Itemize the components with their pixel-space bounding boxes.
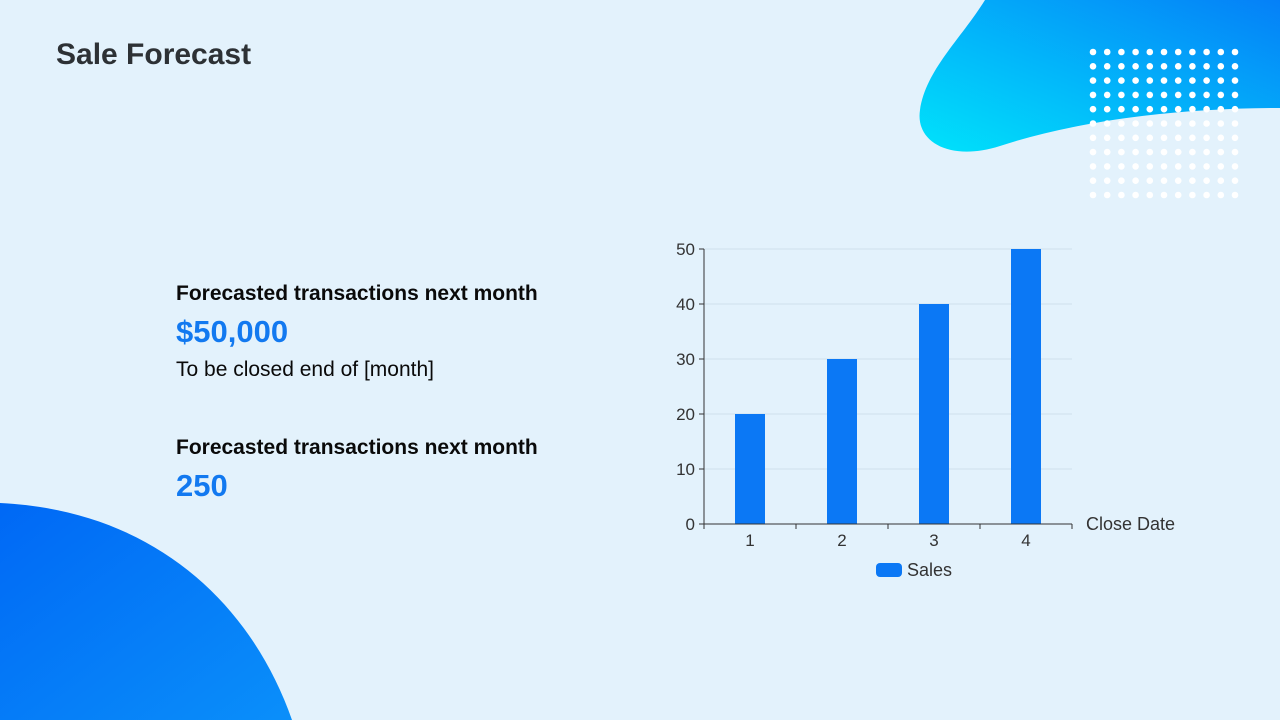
y-tick-label: 0 — [686, 515, 695, 534]
x-tick-label: 3 — [929, 531, 938, 550]
kpi-transactions-value: Forecasted transactions next month $50,0… — [176, 282, 538, 382]
x-tick-label: 4 — [1021, 531, 1030, 550]
bar-3 — [919, 304, 949, 524]
kpi-value: $50,000 — [176, 314, 289, 349]
kpi-value: 250 — [176, 468, 228, 503]
x-tick-label: 1 — [745, 531, 754, 550]
y-tick-label: 20 — [676, 405, 695, 424]
page-title: Sale Forecast — [56, 38, 252, 71]
y-tick-label: 10 — [676, 460, 695, 479]
x-tick-label: 2 — [837, 531, 846, 550]
kpi-transactions-count: Forecasted transactions next month 250 — [176, 436, 538, 504]
y-tick-label: 50 — [676, 240, 695, 259]
bar-1 — [735, 414, 765, 524]
kpi-label: Forecasted transactions next month — [176, 282, 538, 305]
legend-label-sales: Sales — [907, 560, 952, 580]
y-tick-label: 40 — [676, 295, 695, 314]
decorative-dot-grid — [1089, 48, 1239, 199]
bar-4 — [1011, 249, 1041, 524]
kpi-label: Forecasted transactions next month — [176, 436, 538, 459]
legend-swatch-sales — [876, 563, 902, 577]
y-tick-label: 30 — [676, 350, 695, 369]
kpi-note: To be closed end of [month] — [176, 358, 434, 381]
x-axis-title: Close Date — [1086, 514, 1175, 534]
bar-2 — [827, 359, 857, 524]
